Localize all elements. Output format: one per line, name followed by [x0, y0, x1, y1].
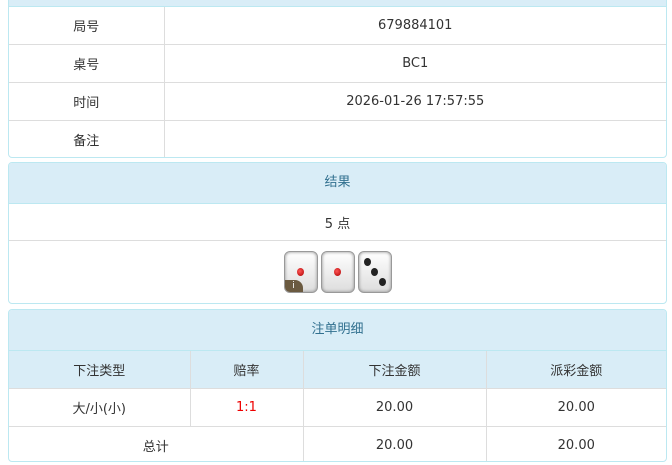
odds: 1:1	[189, 388, 304, 427]
table-row: 大/小(小) 1:1 20.00 20.00	[9, 388, 666, 427]
total-amount: 20.00	[302, 426, 487, 461]
panel-header-strip	[9, 0, 666, 7]
bet-type: 大/小(小)	[9, 388, 191, 427]
die-1-icon: i	[283, 251, 318, 293]
row-table-id: 桌号 BC1	[9, 44, 666, 83]
result-title: 结果	[9, 163, 666, 204]
label: 时间	[9, 82, 165, 121]
table-header: 下注类型 赔率 下注金额 派彩金额	[9, 351, 666, 389]
value	[163, 120, 666, 157]
info-badge-icon[interactable]: i	[284, 280, 303, 292]
bet-details-panel: 注单明细 下注类型 赔率 下注金额 派彩金额 大/小(小) 1:1 20.00 …	[8, 309, 667, 462]
header-bet-type: 下注类型	[9, 351, 191, 389]
dice-row: i	[9, 241, 666, 294]
die-3-icon	[357, 251, 392, 293]
row-time: 时间 2026-01-26 17:57:55	[9, 82, 666, 121]
result-points: 5 点	[9, 204, 666, 241]
label: 桌号	[9, 44, 165, 83]
round-info-panel: 局号 679884101 桌号 BC1 时间 2026-01-26 17:57:55 …	[8, 0, 667, 158]
total-payout: 20.00	[485, 426, 666, 461]
total-label: 总计	[9, 426, 304, 461]
header-payout: 派彩金额	[485, 351, 666, 389]
bet-amount: 20.00	[302, 388, 487, 427]
label: 备注	[9, 120, 165, 157]
row-round-id: 局号 679884101	[9, 7, 666, 45]
header-amount: 下注金额	[302, 351, 487, 389]
value: 2026-01-26 17:57:55	[163, 82, 666, 121]
result-panel: 结果 5 点 i	[8, 162, 667, 304]
total-row: 总计 20.00 20.00	[9, 426, 666, 461]
value: BC1	[163, 44, 666, 83]
die-1-icon	[320, 251, 355, 293]
payout: 20.00	[485, 388, 666, 427]
row-note: 备注	[9, 120, 666, 157]
label: 局号	[9, 7, 165, 45]
bet-details-title: 注单明细	[9, 310, 666, 351]
header-odds: 赔率	[189, 351, 304, 389]
value: 679884101	[163, 7, 666, 45]
